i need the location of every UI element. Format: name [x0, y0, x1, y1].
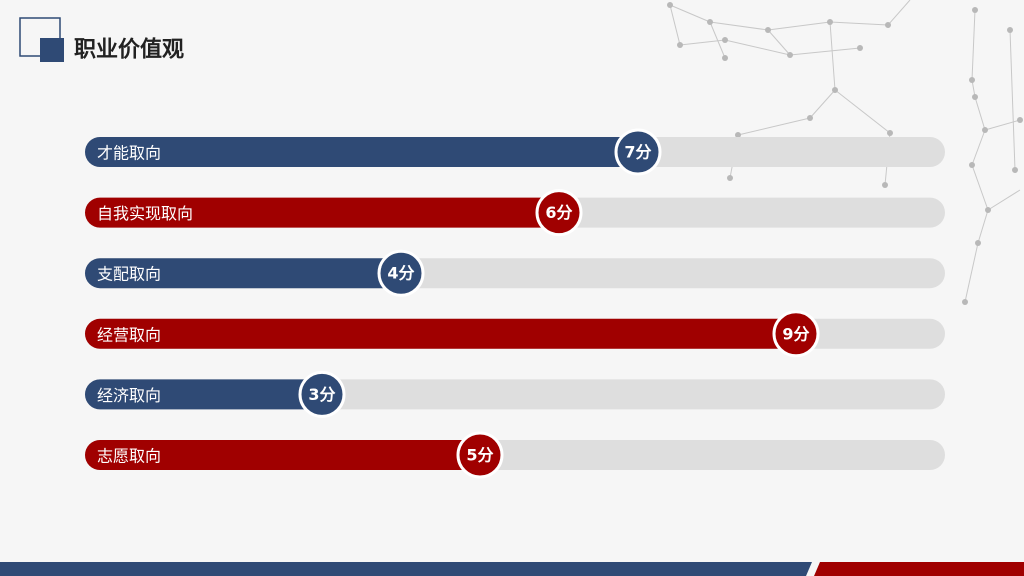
bar — [85, 318, 796, 349]
chart-title: 职业价值观 — [74, 37, 184, 63]
category-label: 自我实现取向 — [97, 204, 193, 223]
value-badge — [298, 370, 346, 418]
value-badge — [535, 189, 583, 237]
value-label: 6分 — [545, 203, 572, 222]
value-label: 7分 — [624, 143, 651, 162]
value-label: 5分 — [466, 446, 493, 465]
footer-stripe — [0, 562, 812, 576]
category-label: 才能取向 — [97, 144, 161, 163]
category-label: 志愿取向 — [97, 447, 161, 466]
value-badge — [772, 310, 820, 358]
category-label: 经济取向 — [97, 386, 161, 405]
network-decoration — [667, 0, 1023, 305]
value-badge — [456, 431, 504, 479]
value-label: 9分 — [782, 324, 809, 343]
bar — [85, 258, 401, 289]
category-label: 经营取向 — [97, 325, 161, 344]
value-label: 4分 — [387, 264, 414, 283]
title-icon — [40, 38, 64, 62]
bar — [85, 440, 480, 470]
category-label: 支配取向 — [97, 265, 161, 284]
bar — [85, 197, 559, 228]
value-label: 3分 — [308, 385, 335, 404]
bar — [85, 137, 638, 167]
value-badge — [377, 249, 425, 297]
footer-stripe-red — [814, 562, 1024, 576]
bar — [85, 379, 322, 410]
value-badge — [614, 128, 662, 176]
